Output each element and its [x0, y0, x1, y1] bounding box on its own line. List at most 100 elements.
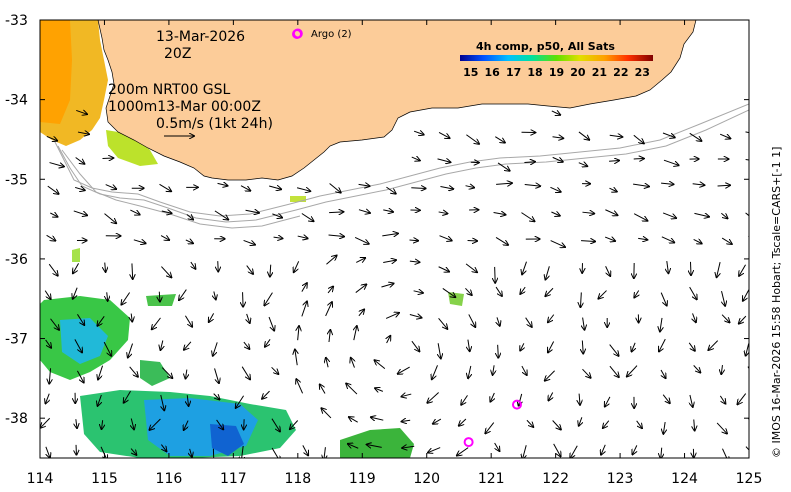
- current-vector: [382, 233, 398, 235]
- current-vector: [129, 366, 138, 377]
- current-vector: [320, 384, 326, 394]
- current-vector: [346, 384, 358, 395]
- current-vector: [409, 314, 422, 317]
- current-vector: [521, 212, 534, 222]
- current-vector: [748, 235, 749, 238]
- current-vector: [722, 291, 726, 306]
- current-vector: [690, 394, 693, 407]
- current-vector: [739, 315, 747, 323]
- current-vector: [663, 159, 679, 165]
- current-vector: [301, 283, 307, 292]
- current-vector: [130, 209, 139, 215]
- current-vector: [268, 316, 274, 331]
- current-vector: [468, 339, 470, 352]
- y-tick-label: -35: [5, 172, 28, 188]
- current-vector: [721, 212, 727, 218]
- sst-patch: [106, 130, 158, 166]
- colorbar: [460, 55, 653, 61]
- current-vector: [661, 369, 666, 378]
- current-vector: [245, 210, 259, 213]
- current-vector: [663, 421, 665, 434]
- x-tick-label: 123: [607, 471, 634, 487]
- current-vector: [659, 338, 666, 351]
- current-vector: [236, 395, 245, 408]
- current-vector: [438, 266, 449, 272]
- current-vector: [302, 445, 308, 455]
- current-vector: [375, 360, 386, 370]
- current-vector: [439, 235, 452, 241]
- current-vector: [468, 365, 471, 378]
- current-vector: [348, 444, 359, 449]
- current-vector: [551, 111, 560, 115]
- current-vector: [694, 213, 709, 216]
- current-vector: [160, 444, 166, 452]
- x-tick-label: 124: [671, 471, 698, 487]
- current-vector: [97, 315, 105, 326]
- current-vector: [717, 262, 721, 277]
- current-vector: [605, 209, 617, 215]
- current-vector: [438, 317, 448, 329]
- current-vector: [184, 341, 192, 350]
- current-vector: [102, 420, 103, 429]
- current-vector: [398, 366, 410, 374]
- x-tick-label: 125: [736, 471, 763, 487]
- current-vector: [325, 302, 332, 317]
- sst-patch: [210, 424, 244, 456]
- current-vector: [497, 317, 500, 325]
- current-vector: [689, 132, 702, 141]
- current-vectors: [41, 110, 749, 458]
- current-vector: [103, 341, 111, 356]
- argo-legend-label: Argo (2): [311, 29, 352, 40]
- current-vector: [45, 393, 49, 404]
- current-vector: [427, 392, 439, 403]
- current-vector: [438, 131, 449, 138]
- y-tick-label: -33: [5, 13, 28, 29]
- current-vector: [433, 418, 442, 424]
- current-vector: [524, 184, 541, 186]
- current-vector: [265, 339, 271, 346]
- current-vector: [367, 445, 382, 448]
- current-vector: [609, 365, 619, 377]
- current-vector: [354, 236, 369, 243]
- current-vector: [301, 213, 314, 222]
- current-vector: [381, 283, 393, 287]
- current-vector: [375, 388, 384, 391]
- current-vector: [605, 396, 611, 407]
- current-vector: [609, 135, 623, 137]
- current-vector: [743, 288, 749, 301]
- current-vector: [520, 343, 524, 350]
- colorbar-tick-label: 18: [527, 66, 542, 79]
- colorbar-tick-label: 17: [506, 66, 521, 79]
- current-vector: [160, 340, 162, 350]
- colorbar-title: 4h comp, p50, All Sats: [476, 40, 615, 53]
- current-vector: [496, 183, 512, 184]
- current-vector: [578, 163, 587, 166]
- current-vector: [217, 183, 228, 185]
- current-vector: [495, 266, 496, 283]
- current-vector: [44, 290, 51, 299]
- current-vector: [494, 442, 500, 451]
- colorbar-tick-label: 19: [549, 66, 564, 79]
- current-vector: [661, 236, 674, 243]
- current-vector: [524, 162, 534, 163]
- current-vector: [493, 213, 506, 215]
- current-vector: [243, 239, 255, 244]
- colorbar-tick-label: 20: [570, 66, 586, 79]
- current-vector: [459, 418, 467, 426]
- current-vector: [745, 212, 749, 217]
- current-vector: [409, 240, 418, 241]
- y-tick-label: -37: [5, 332, 28, 348]
- current-vector: [689, 286, 697, 299]
- current-vector: [124, 390, 132, 403]
- current-vector: [133, 240, 146, 244]
- current-vector: [739, 264, 746, 276]
- current-vector: [329, 212, 343, 213]
- colorbar-tick-label: 22: [613, 66, 628, 79]
- time-label: 20Z: [164, 46, 191, 62]
- current-vector: [722, 448, 728, 458]
- current-vector: [603, 420, 610, 428]
- current-vector: [74, 339, 82, 352]
- sst-patch: [146, 294, 176, 306]
- current-vector: [497, 162, 510, 171]
- current-vector: [271, 366, 279, 374]
